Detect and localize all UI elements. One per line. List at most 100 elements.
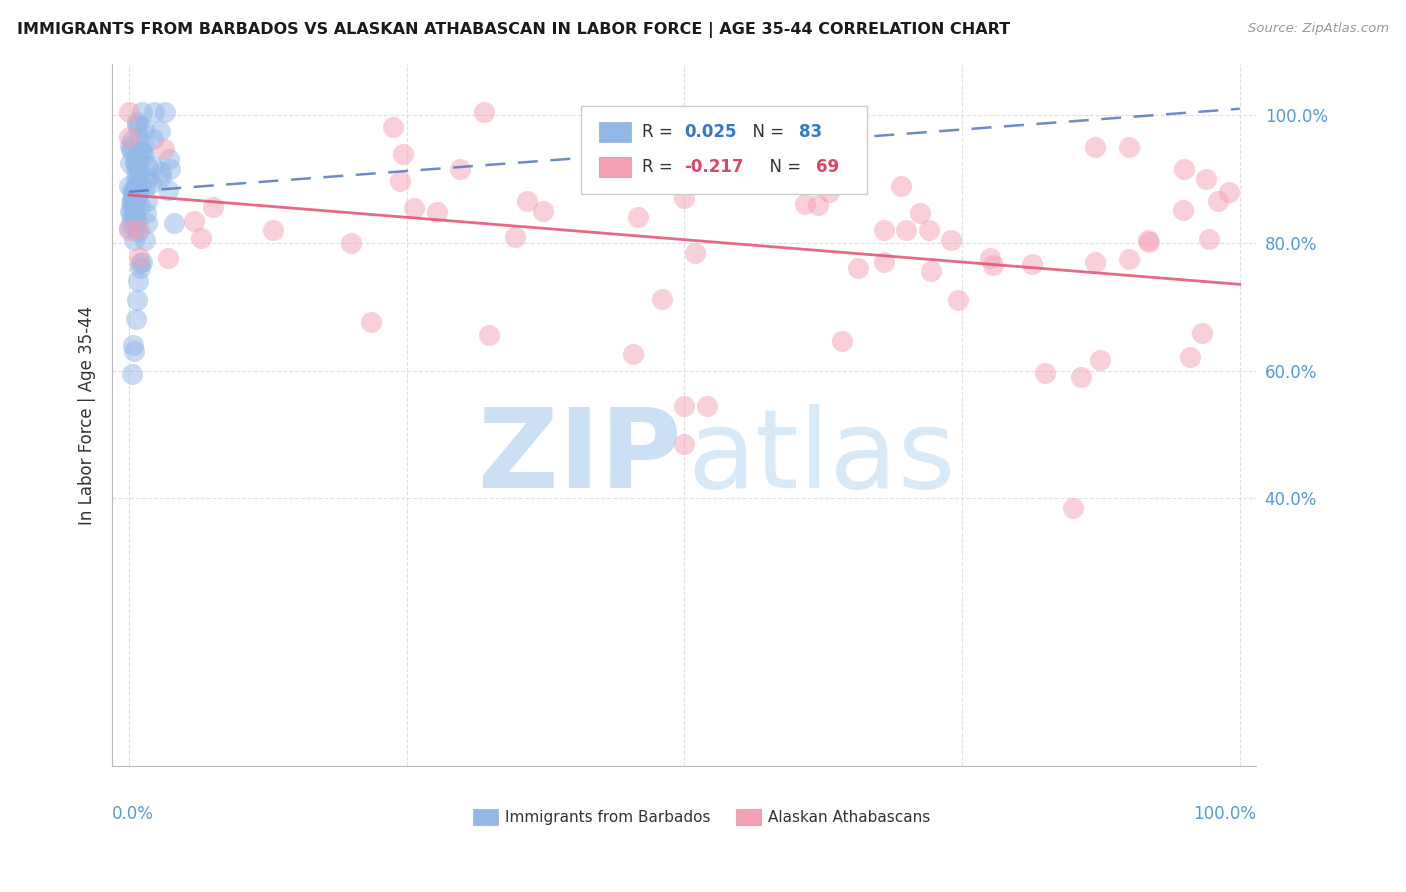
Point [979, 251, 1001, 265]
Point [125, 293, 148, 308]
Point [118, 130, 141, 145]
Point [1070, 369, 1092, 384]
Point [1084, 255, 1107, 269]
Text: N =: N = [741, 123, 789, 141]
Point [135, 206, 157, 220]
Text: 83: 83 [799, 123, 823, 141]
Point [472, 105, 495, 120]
Point [127, 154, 149, 169]
Point [131, 105, 153, 120]
Point [360, 315, 382, 329]
Point [136, 216, 159, 230]
Point [122, 185, 145, 199]
Point [751, 130, 773, 145]
Point [143, 105, 166, 120]
Point [1118, 140, 1140, 154]
Point [136, 159, 159, 173]
Point [531, 203, 554, 218]
Point [121, 133, 143, 147]
Point [807, 197, 830, 211]
Point [381, 120, 404, 134]
Text: Alaskan Athabascans: Alaskan Athabascans [768, 810, 931, 824]
Point [134, 180, 156, 194]
Point [627, 210, 650, 224]
Point [1118, 252, 1140, 266]
Point [142, 159, 165, 173]
Point [127, 225, 149, 239]
Point [125, 178, 148, 193]
Point [426, 205, 449, 219]
Point [118, 205, 141, 219]
Point [122, 191, 145, 205]
Point [128, 131, 150, 145]
Text: R =: R = [643, 123, 678, 141]
Point [118, 156, 141, 170]
Point [1180, 350, 1202, 364]
Point [846, 261, 869, 276]
Bar [472, 809, 498, 825]
Point [122, 186, 145, 200]
Point [1206, 194, 1229, 209]
Point [817, 185, 839, 199]
Point [128, 163, 150, 178]
Point [183, 213, 205, 227]
Point [124, 312, 146, 326]
Point [120, 143, 142, 157]
Point [890, 178, 912, 193]
Point [127, 274, 149, 288]
Point [156, 183, 179, 197]
Point [728, 134, 751, 148]
Point [120, 139, 142, 153]
Point [121, 194, 143, 208]
Point [134, 137, 156, 152]
Point [138, 170, 160, 185]
Point [121, 367, 143, 381]
Point [129, 144, 152, 158]
Point [153, 105, 176, 120]
Point [118, 223, 141, 237]
Point [1033, 367, 1056, 381]
Point [149, 169, 172, 184]
Point [1137, 235, 1160, 250]
Point [118, 220, 141, 235]
Point [125, 118, 148, 132]
Text: R =: R = [643, 158, 678, 177]
Point [651, 292, 673, 306]
FancyBboxPatch shape [581, 106, 868, 194]
Point [127, 213, 149, 227]
Point [134, 233, 156, 247]
Point [696, 399, 718, 413]
Point [124, 344, 146, 359]
Point [124, 155, 146, 169]
Y-axis label: In Labor Force | Age 35-44: In Labor Force | Age 35-44 [79, 306, 96, 524]
Point [125, 192, 148, 206]
Point [124, 198, 146, 212]
Point [621, 347, 644, 361]
Point [127, 115, 149, 129]
Point [142, 132, 165, 146]
Point [118, 179, 141, 194]
Point [896, 223, 918, 237]
Point [159, 161, 181, 176]
Point [673, 191, 696, 205]
Point [920, 263, 942, 277]
Point [156, 252, 179, 266]
Point [939, 233, 962, 247]
Text: atlas: atlas [688, 404, 956, 511]
Point [873, 223, 896, 237]
Point [981, 258, 1004, 272]
Point [516, 194, 538, 208]
Point [129, 261, 152, 276]
Point [262, 223, 284, 237]
Point [127, 187, 149, 202]
Text: 0.025: 0.025 [685, 123, 737, 141]
Text: N =: N = [759, 158, 806, 177]
Point [124, 155, 146, 169]
Text: 100.0%: 100.0% [1194, 805, 1257, 823]
Point [392, 147, 415, 161]
Point [149, 165, 172, 179]
Point [389, 174, 412, 188]
Point [503, 229, 526, 244]
Text: 0.0%: 0.0% [112, 805, 155, 823]
Point [118, 105, 141, 120]
